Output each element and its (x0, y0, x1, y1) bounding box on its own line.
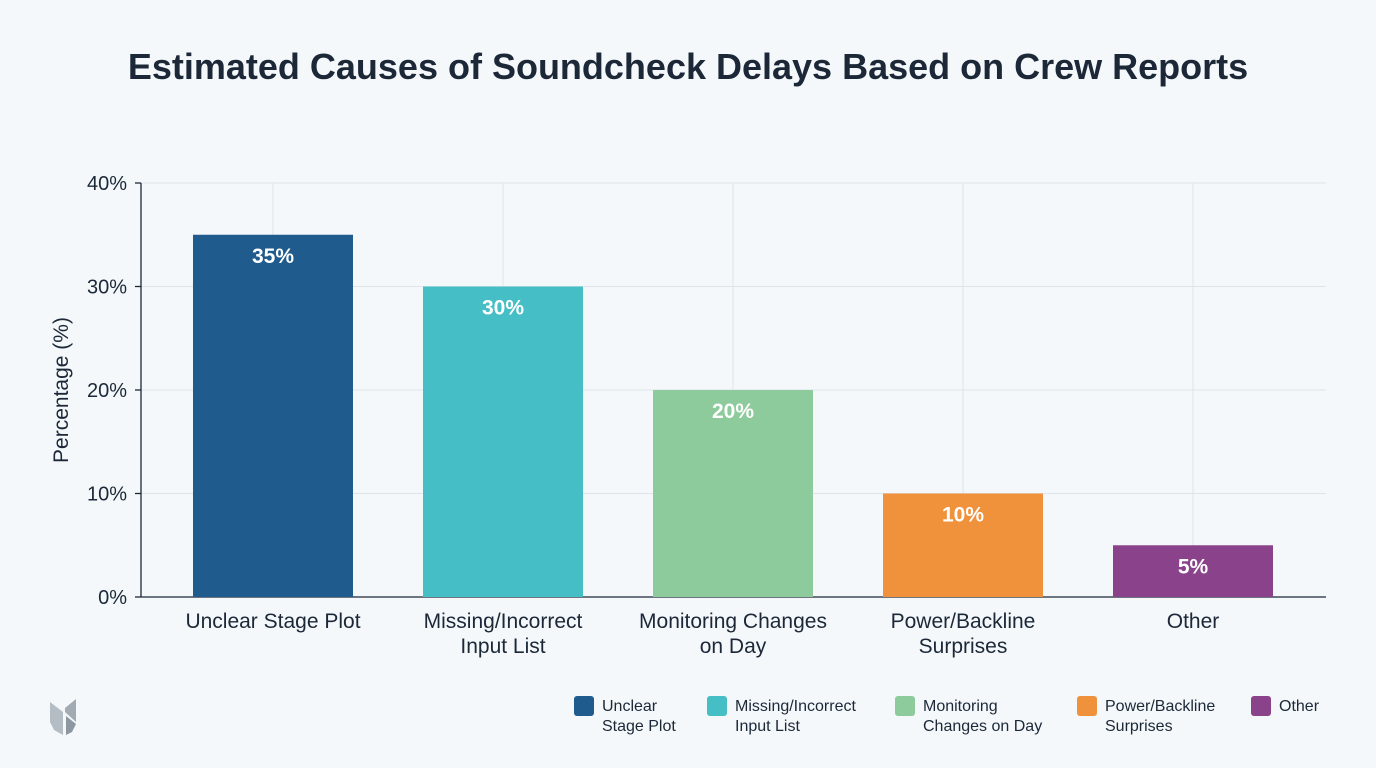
legend-label: Missing/Incorrect (735, 698, 856, 715)
bar-2 (653, 390, 813, 597)
legend-label: Surprises (1105, 718, 1173, 735)
legend-label: Changes on Day (923, 718, 1042, 735)
legend-label: Input List (735, 718, 800, 735)
data-label: 35% (252, 245, 294, 268)
shield-logo-icon (50, 702, 63, 735)
data-label: 20% (712, 400, 754, 423)
bar-4 (1113, 545, 1273, 597)
x-tick-label: Unclear Stage Plot (185, 610, 360, 633)
legend-label: Stage Plot (602, 718, 676, 735)
legend-swatch (1077, 696, 1097, 716)
x-tick-label: Missing/Incorrect (424, 610, 583, 633)
legend-label: Monitoring (923, 698, 998, 715)
y-axis-label: Percentage (%) (50, 317, 73, 463)
bar-1 (423, 286, 583, 597)
data-label: 5% (1178, 555, 1209, 578)
x-tick-label: on Day (700, 635, 767, 658)
y-tick-label: 0% (98, 587, 127, 609)
x-tick-label: Surprises (919, 635, 1008, 658)
x-tick-label: Power/Backline (891, 610, 1036, 633)
y-tick-label: 40% (87, 173, 127, 195)
data-label: 10% (942, 504, 984, 527)
legend-swatch (574, 696, 594, 716)
chart-title: Estimated Causes of Soundcheck Delays Ba… (127, 46, 1249, 87)
y-tick-label: 10% (87, 484, 127, 506)
bar-0 (193, 234, 353, 597)
data-label: 30% (482, 297, 524, 320)
x-tick-label: Monitoring Changes (639, 610, 827, 633)
shield-logo-icon (66, 716, 76, 735)
legend-swatch (707, 696, 727, 716)
x-tick-label: Input List (460, 635, 545, 658)
bar-3 (883, 493, 1043, 597)
y-tick-label: 20% (87, 380, 127, 402)
legend-label: Unclear (602, 698, 658, 715)
legend-swatch (895, 696, 915, 716)
legend-swatch (1251, 696, 1271, 716)
shield-logo-icon (65, 699, 76, 722)
y-tick-label: 30% (87, 277, 127, 299)
legend-label: Other (1279, 698, 1320, 715)
x-tick-label: Other (1167, 610, 1220, 633)
legend-label: Power/Backline (1105, 698, 1215, 715)
